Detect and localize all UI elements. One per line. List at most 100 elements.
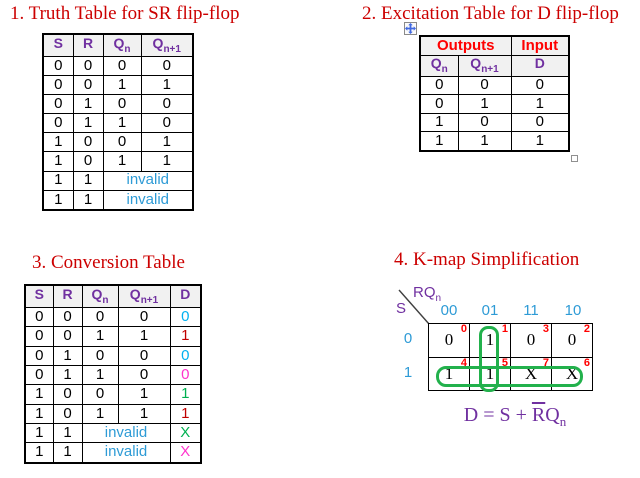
cell: 0 bbox=[42, 55, 74, 76]
table-header-row: S R Qn Qn+1 bbox=[42, 33, 194, 57]
cell: 0 bbox=[72, 74, 104, 95]
kmap-row-header: 0 bbox=[403, 330, 413, 347]
cell: 1 bbox=[117, 326, 171, 347]
conversion-table-title: 3. Conversion Table bbox=[32, 252, 185, 273]
cell: 1 bbox=[419, 112, 459, 133]
outputs-header: Outputs bbox=[419, 35, 512, 56]
cell: 0 bbox=[52, 403, 83, 425]
cell: 0 bbox=[72, 55, 104, 76]
d-cell: 0 bbox=[169, 365, 202, 386]
r-bar: R bbox=[531, 404, 546, 426]
cell: 0 bbox=[52, 384, 83, 405]
cell: 1 bbox=[140, 74, 194, 95]
kmap-corner-label-rqn: RQn bbox=[413, 284, 442, 304]
col-header-qn: Qn bbox=[419, 54, 459, 77]
cell: 1 bbox=[81, 403, 119, 425]
cell: 0 bbox=[24, 326, 54, 347]
cell: 0 bbox=[81, 306, 119, 328]
cell: 1 bbox=[24, 423, 54, 444]
kmap-cell-value: 1 bbox=[485, 330, 495, 350]
cell: 1 bbox=[81, 326, 119, 347]
kmap-row-header: 1 bbox=[403, 364, 413, 381]
col-header-qn1: Qn+1 bbox=[117, 284, 171, 308]
col-header-r: R bbox=[52, 284, 83, 308]
cell: 0 bbox=[72, 151, 104, 172]
cell: 1 bbox=[72, 170, 104, 191]
kmap-cell-value: 0 bbox=[567, 330, 577, 350]
cell: 0 bbox=[24, 365, 54, 386]
d-cell: 0 bbox=[169, 306, 202, 328]
cell: 0 bbox=[52, 306, 83, 328]
kmap-col-header: 01 bbox=[481, 302, 499, 319]
cell: 0 bbox=[140, 93, 194, 115]
kmap-section: 4. K-map Simplification RQn S 00 01 11 1… bbox=[320, 240, 640, 478]
cell: 1 bbox=[140, 151, 194, 172]
invalid-cell: invalid bbox=[102, 189, 194, 211]
cell: 1 bbox=[24, 403, 54, 425]
cell: 0 bbox=[81, 345, 119, 367]
invalid-cell: invalid bbox=[102, 170, 194, 191]
cell: 0 bbox=[42, 93, 74, 115]
cell: 0 bbox=[419, 75, 459, 96]
col-header-qn1: Qn+1 bbox=[140, 33, 194, 57]
cell: 0 bbox=[117, 365, 171, 386]
table-header-row: S R Qn Qn+1 D bbox=[24, 284, 202, 308]
table-resize-handle[interactable] bbox=[571, 155, 578, 162]
kmap-formula: D = S + RQn bbox=[463, 404, 567, 429]
d-cell: X bbox=[169, 423, 202, 444]
kmap-group-horizontal bbox=[436, 366, 583, 387]
cell: 1 bbox=[52, 345, 83, 367]
table-group-header-row: Outputs Input bbox=[419, 35, 570, 56]
d-cell: X bbox=[169, 442, 202, 464]
cell: 0 bbox=[102, 93, 142, 115]
cell: 0 bbox=[457, 75, 512, 96]
d-cell: 0 bbox=[169, 345, 202, 367]
kmap-corner-label-s: S bbox=[396, 300, 407, 317]
cell: 0 bbox=[457, 112, 512, 133]
cell: 1 bbox=[117, 384, 171, 405]
kmap-minterm: 3 bbox=[542, 323, 549, 335]
cell: 0 bbox=[117, 306, 171, 328]
kmap-col-header: 10 bbox=[564, 302, 582, 319]
col-header-r: R bbox=[72, 33, 104, 57]
kmap-minterm: 5 bbox=[501, 356, 508, 369]
input-header: Input bbox=[510, 35, 570, 56]
kmap-minterm: 1 bbox=[501, 323, 508, 335]
cell: 1 bbox=[117, 403, 171, 425]
table-header-row: Qn Qn+1 D bbox=[419, 54, 570, 77]
kmap-group-vertical bbox=[479, 326, 499, 392]
cell: 1 bbox=[72, 189, 104, 211]
cell: 1 bbox=[419, 131, 459, 152]
cell: 0 bbox=[510, 112, 570, 133]
cell: 1 bbox=[52, 423, 83, 444]
cell: 0 bbox=[52, 326, 83, 347]
table-move-handle[interactable] bbox=[404, 22, 417, 35]
cell: 0 bbox=[102, 132, 142, 153]
cell: 1 bbox=[457, 94, 512, 114]
cell: 0 bbox=[140, 55, 194, 76]
kmap-cell-value: 1 bbox=[444, 363, 454, 383]
cell: 1 bbox=[52, 365, 83, 386]
kmap-minterm: 4 bbox=[460, 356, 467, 369]
d-cell: 1 bbox=[169, 326, 202, 347]
kmap-minterm: 7 bbox=[542, 356, 549, 369]
kmap-col-header: 11 bbox=[523, 302, 539, 319]
cell: 0 bbox=[42, 74, 74, 95]
